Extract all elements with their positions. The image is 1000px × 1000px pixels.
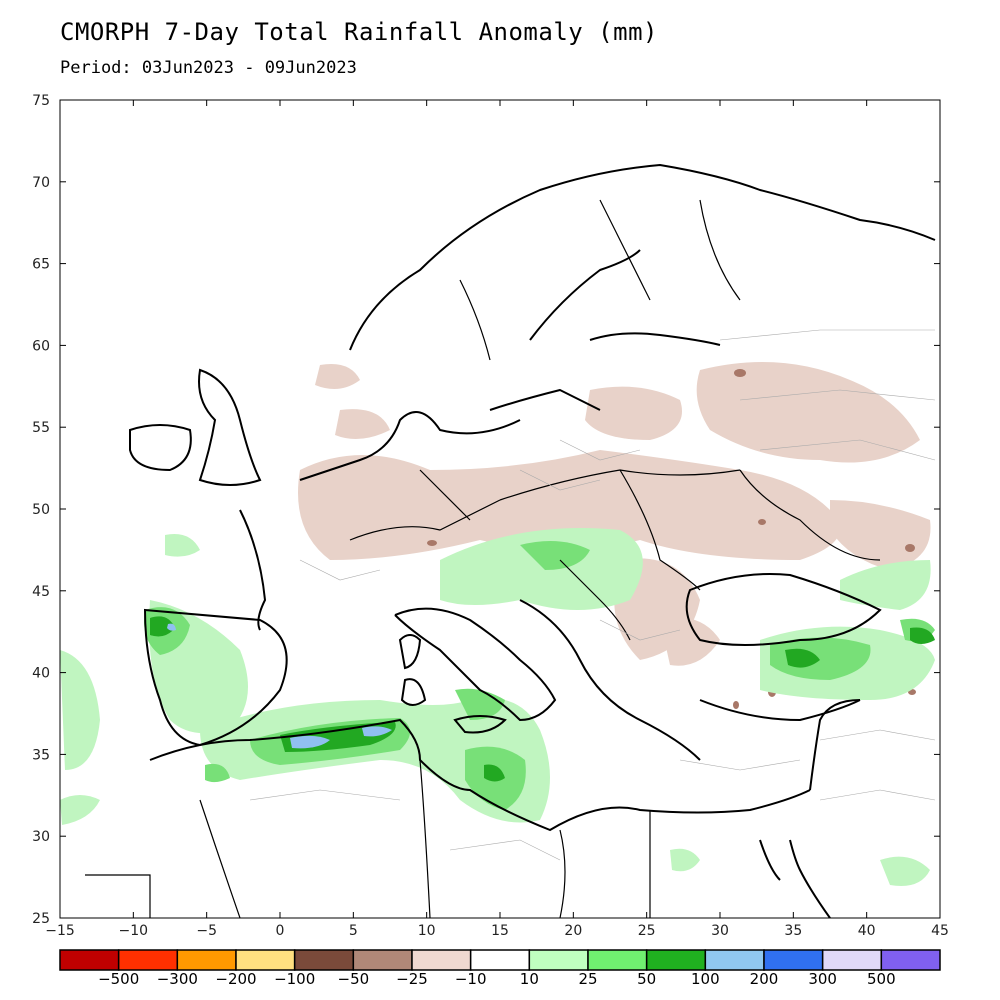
legend-label: 200 <box>750 970 779 988</box>
legend-label: −50 <box>338 970 370 988</box>
legend-label: 10 <box>520 970 539 988</box>
longitude-axis: −15 −10 −5 0 5 10 15 20 25 30 35 40 45 <box>45 100 949 939</box>
wet-blue-areas <box>167 623 392 749</box>
lon-tick-label: 45 <box>931 923 949 939</box>
legend-label: −300 <box>157 970 198 988</box>
lat-tick-label: 30 <box>32 829 50 845</box>
legend-label: 500 <box>867 970 896 988</box>
legend-label: 300 <box>808 970 837 988</box>
legend-swatch <box>352 949 413 971</box>
legend-label: −500 <box>98 970 139 988</box>
legend-label: −10 <box>455 970 487 988</box>
page-title: CMORPH 7-Day Total Rainfall Anomaly (mm) <box>60 18 658 46</box>
legend-swatch <box>821 949 883 971</box>
lon-tick-label: 30 <box>711 923 729 939</box>
coastlines <box>129 163 936 918</box>
lon-tick-label: 0 <box>276 923 285 939</box>
legend-swatch <box>469 949 531 971</box>
legend-swatch <box>59 949 120 971</box>
lat-tick-label: 40 <box>32 666 50 682</box>
legend-swatch <box>880 949 941 971</box>
legend-swatch <box>293 949 355 971</box>
legend-swatch <box>411 949 472 971</box>
lat-tick-label: 75 <box>32 93 50 109</box>
legend-swatch <box>763 949 824 971</box>
lat-tick-label: 25 <box>32 911 50 927</box>
legend-swatch <box>117 949 179 971</box>
legend-label: 50 <box>637 970 656 988</box>
wet-medium-areas <box>144 541 935 810</box>
lat-tick-label: 70 <box>32 175 50 191</box>
lat-tick-label: 55 <box>32 420 50 436</box>
lat-tick-label: 35 <box>32 747 50 763</box>
lon-tick-label: 40 <box>858 923 876 939</box>
lat-tick-label: 60 <box>32 338 50 354</box>
legend-swatch <box>587 949 648 971</box>
colorbar-legend: −500 −300 −200 −100 −50 −25 −10 10 25 50 100 200 300… <box>59 949 941 988</box>
legend-label: −100 <box>274 970 315 988</box>
legend-label: 25 <box>578 970 597 988</box>
admin-borders <box>249 329 936 861</box>
legend-label: −200 <box>215 970 256 988</box>
legend-swatch <box>235 949 296 971</box>
lon-tick-label: 35 <box>784 923 802 939</box>
legend-swatch <box>176 949 237 971</box>
lat-tick-label: 50 <box>32 502 50 518</box>
lon-tick-label: 10 <box>418 923 436 939</box>
dry-anomaly-areas <box>298 362 931 666</box>
lon-tick-label: 25 <box>638 923 656 939</box>
lon-tick-label: 20 <box>564 923 582 939</box>
legend-swatch <box>645 949 707 971</box>
lat-tick-label: 45 <box>32 584 50 600</box>
lon-tick-label: −5 <box>196 923 217 939</box>
legend-label: 100 <box>691 970 720 988</box>
lon-tick-label: 5 <box>349 923 358 939</box>
lon-tick-label: −10 <box>119 923 149 939</box>
lon-tick-label: 15 <box>491 923 509 939</box>
map-content <box>60 163 936 918</box>
legend-swatch <box>704 949 765 971</box>
latitude-axis: 75 70 65 60 55 50 45 40 35 30 25 <box>32 93 940 927</box>
period-label: Period: 03Jun2023 - 09Jun2023 <box>60 58 357 78</box>
country-borders <box>85 199 881 918</box>
legend-label: −25 <box>396 970 428 988</box>
lon-tick-label: −15 <box>45 923 75 939</box>
lat-tick-label: 65 <box>32 257 50 273</box>
legend-swatch <box>528 949 589 971</box>
